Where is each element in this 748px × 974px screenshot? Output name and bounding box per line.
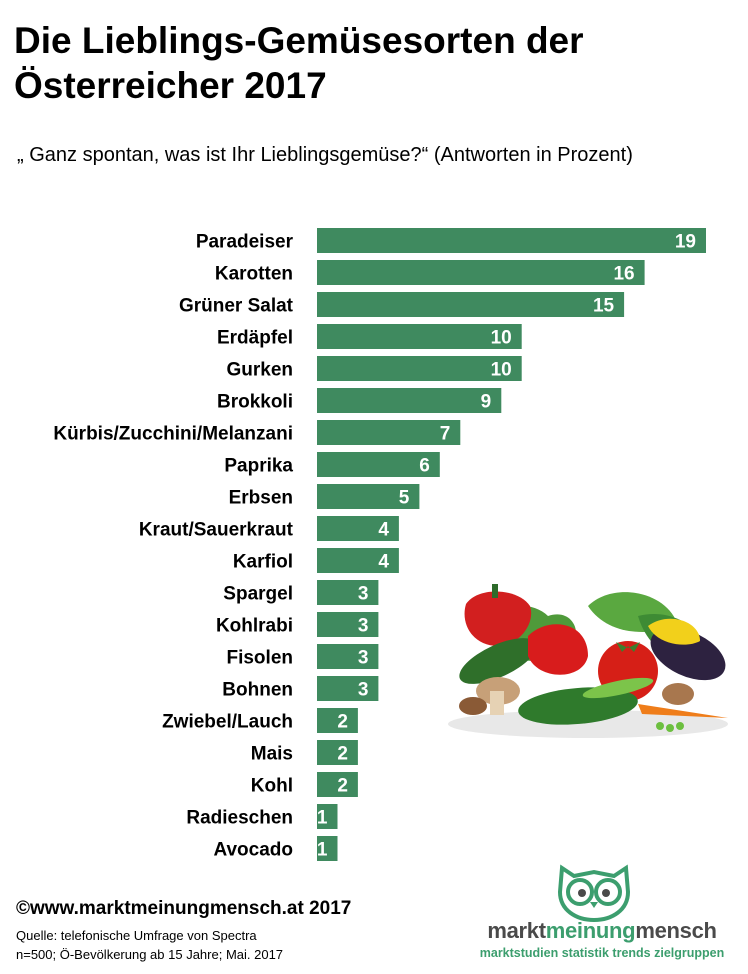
value-label-5: 10 <box>491 360 512 381</box>
value-label-8: 6 <box>419 456 430 477</box>
category-label-8: Paprika <box>224 456 293 477</box>
value-label-18: 2 <box>337 776 348 797</box>
logo-word-markt: markt <box>487 918 546 943</box>
bar-11 <box>317 548 399 573</box>
chart-subtitle: „ Ganz spontan, was ist Ihr Lieblingsgem… <box>17 144 633 166</box>
category-label-17: Mais <box>251 744 293 765</box>
logo-tagline: marktstudien statistik trends zielgruppe… <box>479 946 725 960</box>
value-label-12: 3 <box>358 584 369 605</box>
bar-19 <box>317 804 338 829</box>
bar-10 <box>317 516 399 541</box>
logo-wordmark: marktmeinungmensch <box>462 918 742 944</box>
logo-word-mensch: mensch <box>635 918 717 943</box>
bar-5 <box>317 356 522 381</box>
category-label-20: Avocado <box>213 840 293 861</box>
bar-15 <box>317 676 379 701</box>
category-label-3: Grüner Salat <box>179 296 294 317</box>
category-label-14: Fisolen <box>226 648 293 669</box>
value-label-1: 19 <box>675 232 696 253</box>
bar-2 <box>317 260 645 285</box>
logo-word-meinung: meinung <box>545 918 636 943</box>
chart-title: Die Lieblings-Gemüsesorten der Österreic… <box>14 20 584 106</box>
bar-16 <box>317 708 358 733</box>
category-label-12: Spargel <box>223 584 293 605</box>
category-label-2: Karotten <box>215 264 293 285</box>
category-label-15: Bohnen <box>222 680 293 701</box>
category-label-13: Kohlrabi <box>216 616 293 637</box>
value-label-13: 3 <box>358 616 369 637</box>
category-label-4: Erdäpfel <box>217 328 293 349</box>
value-label-19: 1 <box>317 808 328 829</box>
value-label-4: 10 <box>491 328 512 349</box>
bar-18 <box>317 772 358 797</box>
value-label-16: 2 <box>337 712 348 733</box>
vegetable-illustration <box>448 584 728 738</box>
bar-9 <box>317 484 420 509</box>
bar-13 <box>317 612 379 637</box>
bar-8 <box>317 452 440 477</box>
value-label-11: 4 <box>378 552 389 573</box>
category-label-11: Karfiol <box>233 552 293 573</box>
value-label-20: 1 <box>317 840 328 861</box>
owl-icon <box>557 864 631 922</box>
bar-6 <box>317 388 502 413</box>
value-label-9: 5 <box>399 488 410 509</box>
value-label-7: 7 <box>440 424 451 445</box>
bar-14 <box>317 644 379 669</box>
category-label-6: Brokkoli <box>217 392 293 413</box>
category-label-16: Zwiebel/Lauch <box>162 712 293 733</box>
category-label-5: Gurken <box>226 360 293 381</box>
source-note: Quelle: telefonische Umfrage von Spectra… <box>16 926 283 964</box>
bar-4 <box>317 324 522 349</box>
category-label-19: Radieschen <box>186 808 293 829</box>
value-label-2: 16 <box>613 264 634 285</box>
source-line-2: n=500; Ö-Bevölkerung ab 15 Jahre; Mai. 2… <box>16 947 284 962</box>
marktmeinungmensch-logo: marktmeinungmensch marktstudien statisti… <box>462 858 742 970</box>
value-label-6: 9 <box>481 392 492 413</box>
category-label-9: Erbsen <box>229 488 293 509</box>
category-label-18: Kohl <box>251 776 293 797</box>
source-line-1: Quelle: telefonische Umfrage von Spectra <box>16 928 257 943</box>
category-label-7: Kürbis/Zucchini/Melanzani <box>53 424 293 445</box>
copyright-text: ©www.marktmeinungmensch.at 2017 <box>16 898 352 919</box>
value-label-3: 15 <box>593 296 615 317</box>
category-label-10: Kraut/Sauerkraut <box>139 520 294 541</box>
bar-20 <box>317 836 338 861</box>
bar-12 <box>317 580 379 605</box>
bar-7 <box>317 420 461 445</box>
value-label-17: 2 <box>337 744 348 765</box>
bar-3 <box>317 292 625 317</box>
bar-1 <box>317 228 706 253</box>
value-label-14: 3 <box>358 648 369 669</box>
bar-17 <box>317 740 358 765</box>
category-label-1: Paradeiser <box>196 232 294 253</box>
value-label-10: 4 <box>378 520 389 541</box>
value-label-15: 3 <box>358 680 369 701</box>
